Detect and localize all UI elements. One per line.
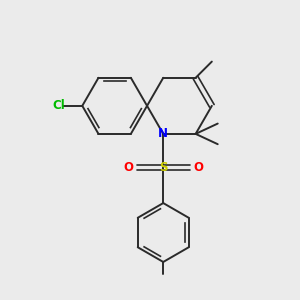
- Text: O: O: [123, 161, 133, 174]
- Text: Cl: Cl: [52, 99, 65, 112]
- Text: S: S: [159, 161, 167, 174]
- Text: N: N: [158, 128, 168, 140]
- Text: O: O: [194, 161, 204, 174]
